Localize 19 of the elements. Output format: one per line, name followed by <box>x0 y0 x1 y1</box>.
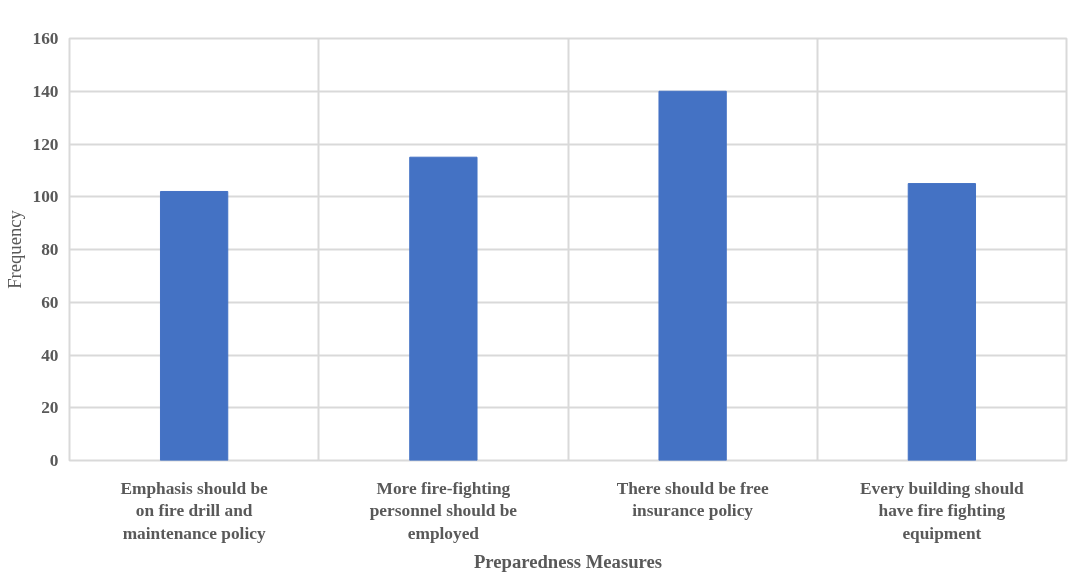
y-tick-label: 20 <box>41 398 59 418</box>
y-tick-label: 160 <box>32 29 59 48</box>
bar <box>409 156 478 461</box>
y-tick-label: 0 <box>49 451 59 470</box>
y-tick-label: 60 <box>41 292 59 312</box>
bar <box>159 190 229 461</box>
x-tick-label: There should be free insurance policy <box>616 478 769 521</box>
y-axis-title: Frequency <box>3 209 25 289</box>
y-tick-label: 100 <box>32 187 59 207</box>
x-tick-label: Every building should have fire fighting equipment <box>860 478 1025 544</box>
bar <box>907 183 977 461</box>
y-tick-label: 120 <box>32 134 59 154</box>
x-tick-label: Emphasis should be on fire drill and maintenance policy <box>120 478 269 544</box>
y-tick-label: 40 <box>41 345 59 365</box>
y-tick-label: 140 <box>32 81 59 101</box>
bar <box>658 90 727 461</box>
x-tick-label: More fire-fighting personnel should be employed <box>369 478 518 544</box>
x-axis-title: Preparedness Measures <box>473 551 663 573</box>
y-tick-label: 80 <box>41 240 59 259</box>
